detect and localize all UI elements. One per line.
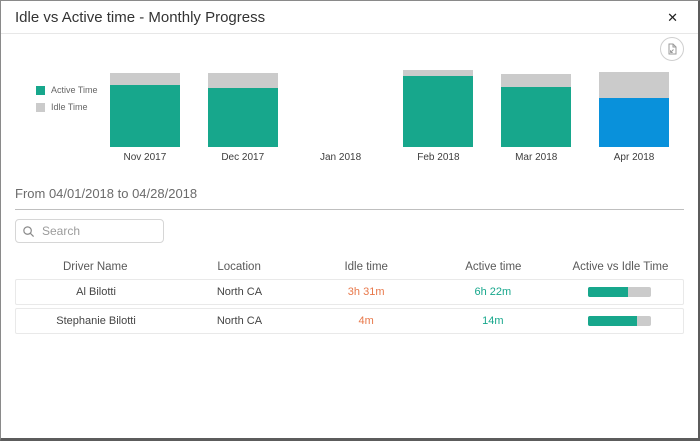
legend-swatch-icon xyxy=(36,102,45,112)
month-label: Nov 2017 xyxy=(123,152,167,163)
stacked-bar[interactable] xyxy=(501,69,572,147)
active-segment xyxy=(403,76,474,147)
location-cell: North CA xyxy=(216,315,263,327)
idle-segment xyxy=(109,73,180,85)
month-bar-jan-2018[interactable]: Jan 2018 xyxy=(292,69,390,163)
month-bar-nov-2017[interactable]: Nov 2017 xyxy=(96,69,194,163)
month-label: Dec 2017 xyxy=(221,152,265,163)
legend-item-idle-time: Idle Time xyxy=(36,102,98,112)
table-row: Al Bilotti North CA 3h 31m 6h 22m xyxy=(15,279,684,305)
search-input[interactable] xyxy=(40,223,157,239)
legend-swatch-icon xyxy=(36,85,45,95)
active-time-cell: 14m xyxy=(482,315,504,327)
driver-name-cell: Al Bilotti xyxy=(76,286,116,298)
monthly-progress-chart: Active Time Idle Time Nov 2017 Dec 2017 Jan… xyxy=(1,69,698,169)
active-vs-idle-cell xyxy=(556,316,683,326)
active-vs-idle-bar xyxy=(588,316,652,326)
driver-name-cell: Stephanie Bilotti xyxy=(56,315,136,327)
idle-segment xyxy=(599,72,670,98)
active-segment xyxy=(501,87,572,147)
export-button[interactable] xyxy=(660,37,684,61)
idle-segment xyxy=(207,73,278,88)
close-icon[interactable]: ✕ xyxy=(667,9,678,25)
stacked-bar[interactable] xyxy=(109,69,180,147)
drivers-table: Driver Name Location Idle time Active time A… xyxy=(15,255,684,334)
legend-label: Idle Time xyxy=(51,102,88,112)
column-header-location: Location xyxy=(217,261,261,273)
search-icon xyxy=(22,225,35,238)
date-range-label: From 04/01/2018 to 04/28/2018 xyxy=(15,186,684,210)
month-label: Mar 2018 xyxy=(515,152,558,163)
table-body: Al Bilotti North CA 3h 31m 6h 22m Stephanie … xyxy=(15,279,684,334)
column-header-active-time: Active time xyxy=(465,261,522,273)
search-box[interactable] xyxy=(15,219,164,243)
active-segment xyxy=(599,98,670,147)
active-segment xyxy=(109,85,180,147)
active-time-cell: 6h 22m xyxy=(474,286,512,298)
stacked-bar[interactable] xyxy=(403,69,474,147)
active-bar-fill xyxy=(588,287,629,297)
column-header-idle-time: Idle time xyxy=(344,261,388,273)
month-bar-apr-2018[interactable]: Apr 2018 xyxy=(585,69,683,163)
active-bar-fill xyxy=(588,316,638,326)
month-label: Feb 2018 xyxy=(417,152,460,163)
location-cell: North CA xyxy=(216,286,263,298)
month-bar-mar-2018[interactable]: Mar 2018 xyxy=(487,69,585,163)
idle-time-cell: 3h 31m xyxy=(347,286,385,298)
modal-header: Idle vs Active time - Monthly Progress ✕ xyxy=(1,1,698,34)
month-label: Jan 2018 xyxy=(319,152,362,163)
active-vs-idle-cell xyxy=(556,287,683,297)
active-vs-idle-bar xyxy=(588,287,652,297)
legend-item-active-time: Active Time xyxy=(36,85,98,95)
chart-bars: Nov 2017 Dec 2017 Jan 2018 Feb 2018 Mar 2018… xyxy=(96,69,683,163)
page-title: Idle vs Active time - Monthly Progress xyxy=(15,8,266,26)
month-label: Apr 2018 xyxy=(613,152,655,163)
stacked-bar[interactable] xyxy=(599,69,670,147)
table-row: Stephanie Bilotti North CA 4m 14m xyxy=(15,308,684,334)
month-bar-dec-2017[interactable]: Dec 2017 xyxy=(194,69,292,163)
export-report-icon xyxy=(666,43,678,55)
stacked-bar[interactable] xyxy=(207,69,278,147)
idle-time-cell: 4m xyxy=(358,315,374,327)
column-header-driver-name: Driver Name xyxy=(63,261,128,273)
idle-segment xyxy=(501,74,572,87)
active-segment xyxy=(207,88,278,147)
legend-label: Active Time xyxy=(51,85,98,95)
idle-segment xyxy=(403,70,474,76)
stacked-bar[interactable] xyxy=(306,69,376,147)
month-bar-feb-2018[interactable]: Feb 2018 xyxy=(389,69,487,163)
column-header-active-vs-idle-time: Active vs Idle Time xyxy=(572,261,669,273)
chart-legend: Active Time Idle Time xyxy=(36,85,98,112)
table-header-row: Driver Name Location Idle time Active time A… xyxy=(15,255,684,279)
